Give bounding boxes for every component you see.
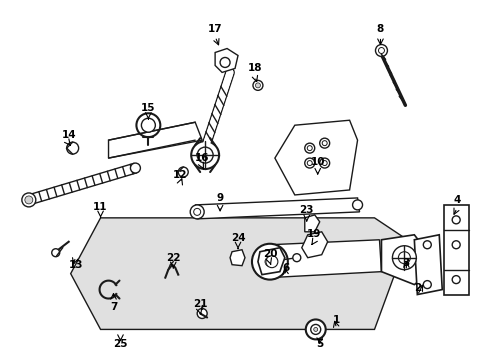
Circle shape bbox=[313, 328, 317, 332]
Polygon shape bbox=[215, 49, 238, 72]
Polygon shape bbox=[229, 250, 244, 266]
Circle shape bbox=[264, 257, 274, 267]
Polygon shape bbox=[108, 122, 202, 158]
Polygon shape bbox=[27, 163, 137, 205]
Text: 8: 8 bbox=[376, 24, 383, 33]
Text: 11: 11 bbox=[93, 202, 107, 212]
Circle shape bbox=[451, 276, 459, 284]
Text: 21: 21 bbox=[193, 298, 207, 309]
Circle shape bbox=[52, 249, 60, 257]
Circle shape bbox=[197, 309, 207, 319]
Circle shape bbox=[252, 80, 263, 90]
Text: 10: 10 bbox=[310, 157, 325, 167]
Text: 12: 12 bbox=[173, 170, 187, 180]
Text: 24: 24 bbox=[230, 233, 245, 243]
Text: 9: 9 bbox=[216, 193, 223, 203]
Circle shape bbox=[25, 196, 33, 204]
Circle shape bbox=[319, 138, 329, 148]
Circle shape bbox=[392, 246, 415, 270]
Text: 6: 6 bbox=[282, 263, 289, 273]
Polygon shape bbox=[301, 232, 327, 258]
Circle shape bbox=[451, 241, 459, 249]
Text: 17: 17 bbox=[207, 24, 222, 33]
Text: 25: 25 bbox=[113, 339, 127, 349]
Circle shape bbox=[22, 193, 36, 207]
Polygon shape bbox=[195, 198, 359, 219]
Text: 2: 2 bbox=[413, 283, 420, 293]
Text: 18: 18 bbox=[247, 63, 262, 73]
Circle shape bbox=[423, 280, 430, 289]
Polygon shape bbox=[269, 240, 381, 278]
Polygon shape bbox=[381, 235, 427, 285]
Circle shape bbox=[265, 256, 277, 268]
Text: 23: 23 bbox=[299, 205, 313, 215]
Circle shape bbox=[178, 167, 188, 177]
Polygon shape bbox=[304, 215, 319, 232]
Circle shape bbox=[305, 319, 325, 339]
Text: 5: 5 bbox=[315, 339, 323, 349]
Polygon shape bbox=[71, 218, 407, 329]
Circle shape bbox=[451, 216, 459, 224]
Polygon shape bbox=[274, 120, 357, 195]
Circle shape bbox=[292, 254, 300, 262]
Text: 16: 16 bbox=[195, 153, 209, 163]
Text: 15: 15 bbox=[141, 103, 155, 113]
Circle shape bbox=[319, 158, 329, 168]
Circle shape bbox=[375, 45, 386, 57]
Circle shape bbox=[352, 200, 362, 210]
Circle shape bbox=[304, 143, 314, 153]
Circle shape bbox=[191, 141, 219, 169]
Polygon shape bbox=[443, 205, 468, 294]
Circle shape bbox=[251, 244, 287, 280]
Text: 20: 20 bbox=[262, 249, 277, 259]
Text: 4: 4 bbox=[452, 195, 460, 205]
Text: 3: 3 bbox=[402, 258, 409, 268]
Circle shape bbox=[255, 83, 260, 88]
Text: 1: 1 bbox=[332, 315, 340, 325]
Circle shape bbox=[423, 241, 430, 249]
Text: 19: 19 bbox=[306, 229, 320, 239]
Text: 13: 13 bbox=[68, 260, 83, 270]
Circle shape bbox=[304, 158, 314, 168]
Circle shape bbox=[130, 163, 140, 173]
Text: 22: 22 bbox=[166, 253, 180, 263]
Text: 7: 7 bbox=[110, 302, 117, 311]
Circle shape bbox=[190, 205, 203, 219]
Polygon shape bbox=[413, 235, 441, 294]
Polygon shape bbox=[258, 248, 285, 275]
Text: 14: 14 bbox=[61, 130, 76, 140]
Circle shape bbox=[141, 118, 155, 132]
